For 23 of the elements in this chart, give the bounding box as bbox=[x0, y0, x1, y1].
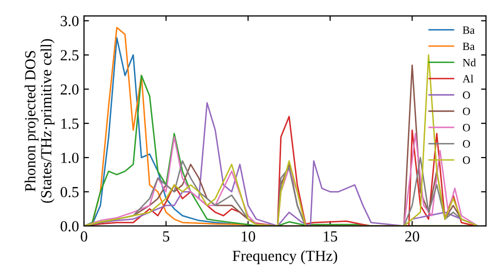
y-tick-label: 2.5 bbox=[60, 50, 79, 60]
legend-label: O bbox=[462, 108, 470, 116]
legend-label: O bbox=[462, 124, 470, 132]
y-tick-label: 0.0 bbox=[60, 221, 79, 232]
x-tick-label: 20 bbox=[405, 231, 420, 242]
y-tick-label: 1.5 bbox=[61, 118, 79, 129]
y-tick-label: 2.0 bbox=[60, 84, 79, 95]
legend-label: O bbox=[462, 91, 470, 99]
x-tick-label: 10 bbox=[242, 231, 256, 242]
y-tick-label: 3.0 bbox=[60, 16, 79, 26]
y-tick-label: 0.5 bbox=[60, 186, 79, 198]
x-tick-label: 5 bbox=[163, 231, 170, 242]
legend-label: Ba bbox=[462, 26, 475, 34]
y-axis-title: Phonon projected DOS (States/THz·primitive cell) bbox=[24, 39, 54, 203]
legend-label: Nd bbox=[462, 58, 476, 66]
x-tick-label: 15 bbox=[324, 231, 338, 242]
legend-label: O bbox=[462, 140, 470, 148]
legend-label: Al bbox=[462, 74, 474, 83]
x-axis-title: Frequency (THz) bbox=[232, 250, 338, 264]
legend-label: Ba bbox=[462, 42, 475, 50]
legend-label: O bbox=[462, 156, 470, 164]
y-tick-label: 1.0 bbox=[61, 152, 79, 164]
x-tick-label: 0 bbox=[80, 231, 88, 242]
